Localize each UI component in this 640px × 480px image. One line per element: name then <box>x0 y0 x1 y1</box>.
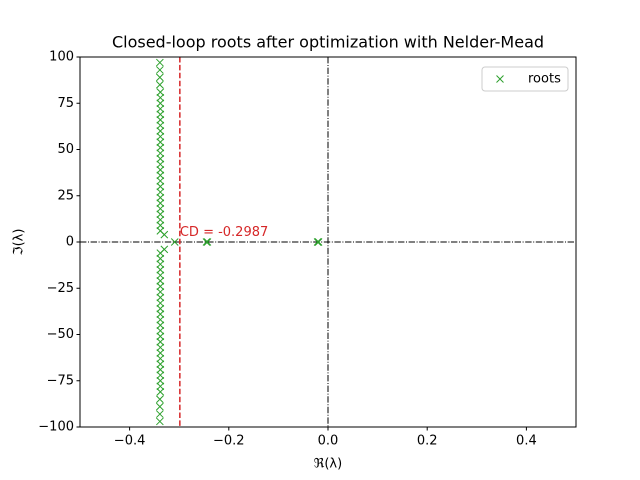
point <box>156 215 165 224</box>
point <box>156 177 165 185</box>
point <box>156 116 165 124</box>
point <box>156 365 165 374</box>
point <box>156 271 165 280</box>
y-tick-label: −50 <box>47 327 74 342</box>
y-tick-label: −100 <box>38 420 74 435</box>
point <box>156 104 165 113</box>
point <box>156 354 165 363</box>
y-tick-label: 50 <box>57 142 74 157</box>
point <box>203 238 212 246</box>
point <box>202 238 211 246</box>
point <box>313 238 322 246</box>
point <box>156 376 165 385</box>
point <box>156 88 165 97</box>
point <box>156 276 165 285</box>
point <box>156 402 164 411</box>
point <box>156 387 165 396</box>
y-tick-label: 0 <box>66 235 74 250</box>
point <box>156 73 164 82</box>
point <box>156 210 165 219</box>
point <box>156 143 165 152</box>
point <box>156 160 165 169</box>
point <box>156 127 165 135</box>
point <box>156 182 165 191</box>
point <box>156 299 165 307</box>
point <box>156 221 165 230</box>
point <box>156 149 165 158</box>
point <box>156 282 165 291</box>
point <box>156 395 164 404</box>
point <box>156 265 165 274</box>
legend-box <box>481 66 569 92</box>
point <box>156 321 165 330</box>
point <box>170 238 179 246</box>
x-tick-label: 0.2 <box>417 434 438 449</box>
y-tick-label: 100 <box>49 50 74 65</box>
point <box>156 171 165 180</box>
y-tick-label: 75 <box>57 96 74 111</box>
point <box>156 304 165 313</box>
x-axis-label: ℜ(λ) <box>314 457 342 472</box>
legend-marker <box>496 75 504 83</box>
point <box>156 110 165 119</box>
point <box>156 360 165 368</box>
point <box>156 417 164 426</box>
point <box>156 199 165 208</box>
point <box>156 254 165 263</box>
point <box>156 349 165 357</box>
point <box>156 99 165 108</box>
x-tick-label: −0.2 <box>213 434 245 449</box>
point <box>156 93 165 102</box>
point <box>160 230 169 239</box>
point <box>156 138 165 146</box>
point <box>156 326 165 335</box>
annotation: CD = -0.2987 <box>180 225 268 240</box>
x-tick-label: 0.4 <box>516 434 537 449</box>
point <box>314 238 323 246</box>
axes-frame <box>79 56 577 428</box>
point <box>156 332 165 341</box>
point <box>156 338 165 346</box>
point <box>156 410 164 418</box>
point <box>156 154 165 163</box>
point <box>156 165 165 174</box>
point <box>160 245 169 254</box>
legend-label: roots <box>528 72 561 87</box>
point <box>156 343 165 352</box>
point <box>156 132 165 141</box>
point <box>156 315 165 324</box>
point <box>156 204 165 213</box>
y-tick-label: −25 <box>47 281 74 296</box>
y-tick-label: −75 <box>47 373 74 388</box>
x-tick-label: −0.4 <box>114 434 146 449</box>
chart-title: Closed-loop roots after optimization wit… <box>112 33 544 52</box>
point <box>156 293 165 302</box>
point <box>156 193 165 202</box>
point <box>156 66 164 74</box>
point <box>156 371 165 380</box>
x-tick-label: 0.0 <box>318 434 339 449</box>
point <box>156 58 164 67</box>
point <box>156 80 164 89</box>
y-axis-label: ℑ(λ) <box>12 229 27 256</box>
point <box>156 121 165 130</box>
point <box>156 188 165 196</box>
point <box>156 382 165 391</box>
point <box>156 260 165 269</box>
point <box>156 288 165 296</box>
y-tick-label: 25 <box>57 188 74 203</box>
point <box>156 310 165 319</box>
